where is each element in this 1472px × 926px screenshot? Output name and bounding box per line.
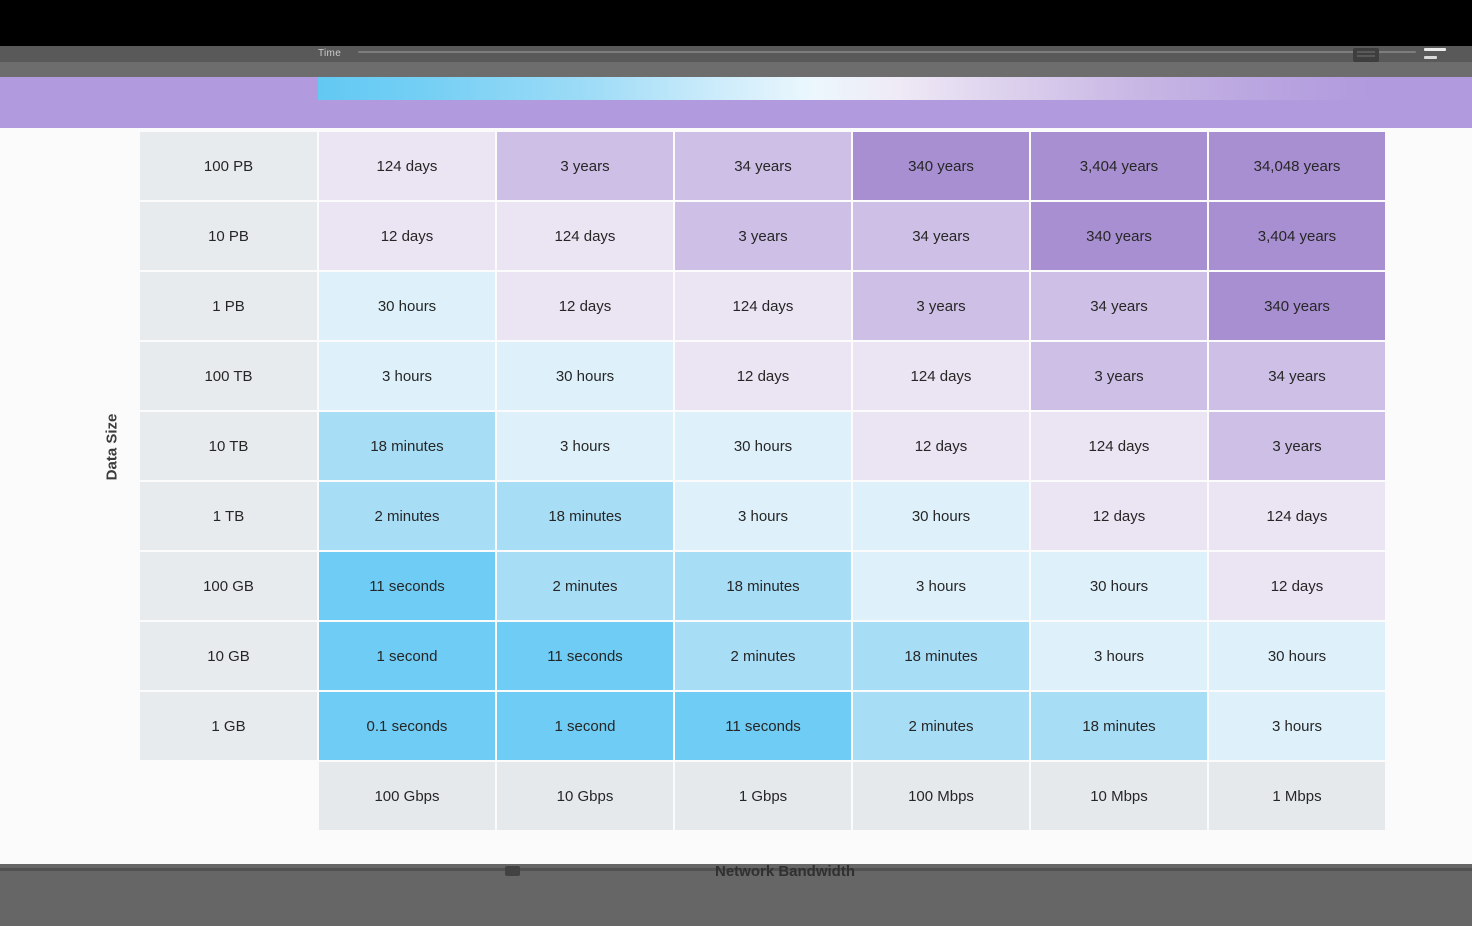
row-label-cell: 1 TB (140, 482, 317, 550)
time-cell: 18 minutes (675, 552, 851, 620)
speed-header-cell: 1 Mbps (1209, 762, 1385, 830)
footer-divider-line (0, 868, 1472, 871)
row-label-cell: 100 GB (140, 552, 317, 620)
speed-header-cell: 1 Gbps (675, 762, 851, 830)
time-cell: 2 minutes (319, 482, 495, 550)
time-cell: 11 seconds (675, 692, 851, 760)
row-label-cell: 100 TB (140, 342, 317, 410)
y-axis-label: Data Size (103, 413, 121, 481)
time-cell: 3 years (853, 272, 1029, 340)
time-cell: 12 days (319, 202, 495, 270)
time-cell: 0.1 seconds (319, 692, 495, 760)
time-cell: 124 days (1031, 412, 1207, 480)
time-cell: 3 hours (1209, 692, 1385, 760)
toolbar-tick-mark (1424, 56, 1437, 59)
speed-header-cell: 10 Mbps (1031, 762, 1207, 830)
time-cell: 34 years (1031, 272, 1207, 340)
speed-header-cell: 10 Gbps (497, 762, 673, 830)
time-cell: 2 minutes (497, 552, 673, 620)
time-cell: 18 minutes (1031, 692, 1207, 760)
time-cell: 1 second (497, 692, 673, 760)
indistinct-control-icon[interactable] (1353, 48, 1379, 62)
time-cell: 30 hours (1209, 622, 1385, 690)
time-cell: 18 minutes (497, 482, 673, 550)
time-cell: 124 days (497, 202, 673, 270)
time-cell: 3 hours (319, 342, 495, 410)
time-cell: 3 hours (1031, 622, 1207, 690)
x-axis-label: Network Bandwidth (714, 863, 856, 880)
top-black-bar (0, 0, 1472, 46)
row-label-cell: 1 GB (140, 692, 317, 760)
time-cell: 3 hours (853, 552, 1029, 620)
time-cell: 11 seconds (497, 622, 673, 690)
time-cell: 12 days (1209, 552, 1385, 620)
time-cell: 11 seconds (319, 552, 495, 620)
footer-marker (505, 866, 520, 876)
time-cell: 124 days (1209, 482, 1385, 550)
time-cell: 18 minutes (853, 622, 1029, 690)
time-cell: 3 years (497, 132, 673, 200)
time-cell: 30 hours (853, 482, 1029, 550)
speed-header-cell: 100 Gbps (319, 762, 495, 830)
time-cell: 30 hours (675, 412, 851, 480)
row-label-cell: 10 TB (140, 412, 317, 480)
toolbar-lower-strip (0, 62, 1472, 77)
row-label-cell: 10 PB (140, 202, 317, 270)
time-cell: 34 years (1209, 342, 1385, 410)
toolbar (0, 46, 1472, 62)
transfer-time-table: 100 PB 124 days 3 years 34 years 340 years 3,… (140, 132, 1385, 830)
time-cell: 2 minutes (853, 692, 1029, 760)
time-cell: 12 days (853, 412, 1029, 480)
speed-header-cell: 100 Mbps (853, 762, 1029, 830)
row-label-cell: 10 GB (140, 622, 317, 690)
time-cell: 12 days (675, 342, 851, 410)
row-label-cell: 100 PB (140, 132, 317, 200)
time-cell: 34,048 years (1209, 132, 1385, 200)
toolbar-tick-mark (1424, 48, 1446, 51)
time-cell: 34 years (853, 202, 1029, 270)
time-color-gradient-legend (318, 77, 1372, 100)
time-cell: 30 hours (1031, 552, 1207, 620)
time-cell: 3,404 years (1209, 202, 1385, 270)
time-cell: 2 minutes (675, 622, 851, 690)
time-cell: 3 years (1031, 342, 1207, 410)
time-cell: 3 hours (497, 412, 673, 480)
time-cell: 124 days (319, 132, 495, 200)
toolbar-divider-line (358, 51, 1416, 53)
time-cell: 3 hours (675, 482, 851, 550)
footer-bar (0, 864, 1472, 926)
time-cell: 340 years (1209, 272, 1385, 340)
time-cell: 3 years (675, 202, 851, 270)
time-cell: 12 days (497, 272, 673, 340)
legend-title: Time (318, 48, 342, 59)
time-cell: 18 minutes (319, 412, 495, 480)
time-cell: 124 days (853, 342, 1029, 410)
time-cell: 34 years (675, 132, 851, 200)
row-label-cell: 1 PB (140, 272, 317, 340)
time-cell: 3 years (1209, 412, 1385, 480)
time-cell: 340 years (1031, 202, 1207, 270)
time-cell: 3,404 years (1031, 132, 1207, 200)
time-cell: 340 years (853, 132, 1029, 200)
time-cell: 30 hours (319, 272, 495, 340)
corner-cell (140, 762, 317, 830)
time-cell: 30 hours (497, 342, 673, 410)
time-cell: 124 days (675, 272, 851, 340)
time-cell: 1 second (319, 622, 495, 690)
time-cell: 12 days (1031, 482, 1207, 550)
